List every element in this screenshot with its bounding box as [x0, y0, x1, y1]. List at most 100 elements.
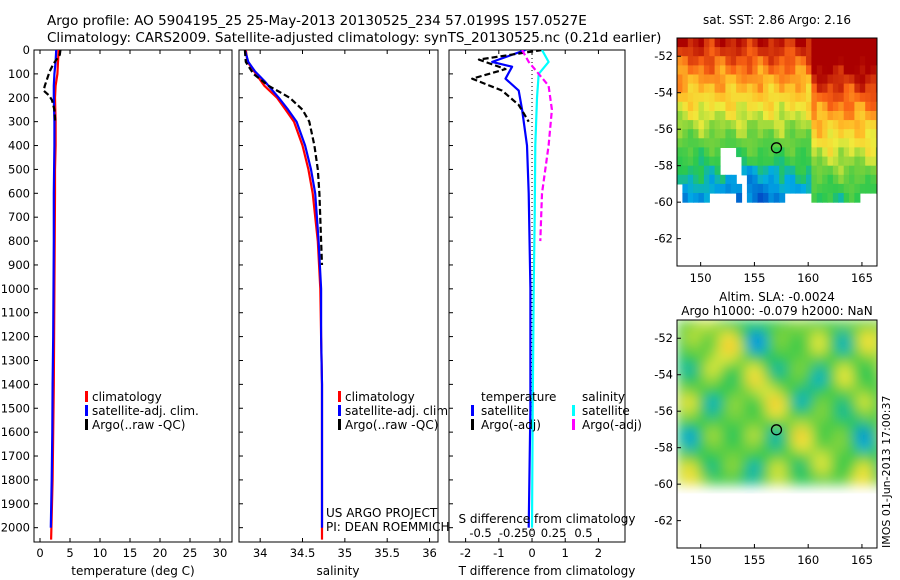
sst-cell — [865, 183, 872, 194]
sst-cell — [682, 83, 689, 94]
sst-cell — [832, 38, 839, 48]
sla-cell — [780, 440, 788, 453]
sla-cell — [851, 352, 859, 365]
sla-cell — [696, 330, 704, 343]
sst-cell — [703, 83, 710, 94]
sla-cell — [851, 385, 859, 398]
sst-cell — [714, 38, 721, 48]
sst-cell — [849, 120, 855, 130]
sla-cell — [677, 451, 685, 463]
sst-cell — [795, 74, 802, 85]
salinity-legend: climatology satellite-adj. clim. Argo(..… — [338, 390, 452, 432]
sst-cell — [795, 56, 802, 66]
sst-cell — [741, 92, 748, 103]
sst-cell — [773, 156, 780, 167]
sst-cell — [832, 92, 839, 103]
sst-cell — [838, 65, 845, 76]
sst-cell — [741, 101, 748, 112]
sla-cell — [806, 363, 814, 376]
sla-cell — [864, 330, 872, 343]
sst-cell — [843, 38, 850, 48]
sla-cell — [799, 473, 807, 485]
sst-cell — [859, 147, 866, 158]
sst-cell — [822, 111, 829, 121]
y-tick-label: 1300 — [1, 353, 30, 367]
sst-cell — [703, 92, 710, 103]
sst-cell — [725, 183, 732, 194]
y-tick-label: 1100 — [1, 306, 30, 320]
sst-cell — [763, 92, 769, 103]
sla-cell — [793, 396, 801, 409]
legend-temperature-title: temperature — [481, 390, 556, 404]
sst-cell — [870, 111, 877, 121]
sst-cell — [768, 74, 775, 85]
sst-cell — [725, 92, 732, 103]
sla-cell — [735, 352, 743, 365]
sst-cell — [816, 138, 823, 148]
sst-map-frame — [676, 37, 878, 267]
sla-cell — [767, 396, 775, 409]
sst-cell — [800, 92, 807, 103]
sla-cell — [870, 352, 877, 365]
sst-cell — [773, 183, 780, 194]
sst-cell — [843, 120, 850, 130]
sst-cell — [773, 129, 780, 139]
sst-cell — [682, 111, 689, 121]
sst-cell — [854, 47, 861, 57]
sst-cell — [741, 147, 748, 158]
series-line-t-argo-adj- — [471, 50, 543, 123]
temperature-x-label: temperature (deg C) — [71, 564, 194, 578]
sst-cell — [677, 129, 683, 139]
sst-cell — [757, 147, 764, 158]
sst-cell — [741, 138, 748, 148]
sla-map-frame — [676, 319, 878, 549]
sla-cell — [709, 451, 717, 463]
sla-cell — [831, 473, 840, 485]
sla-cell — [806, 473, 814, 485]
sst-cell — [763, 183, 769, 194]
sla-cell — [793, 330, 801, 343]
sst-cell — [725, 120, 732, 130]
sla-cell — [857, 451, 865, 463]
sst-cell — [800, 129, 807, 139]
sla-cell — [818, 440, 827, 453]
sla-cell — [786, 473, 794, 485]
sst-cell — [816, 65, 823, 76]
legend-climatology-label: climatology — [345, 390, 415, 404]
sla-cell — [870, 385, 877, 398]
sst-cell — [784, 183, 791, 194]
sla-cell — [702, 363, 711, 376]
sst-cell — [827, 147, 834, 158]
sla-cell — [722, 363, 730, 376]
sst-cell — [811, 101, 818, 112]
sla-cell — [741, 451, 749, 463]
sst-cell — [832, 74, 839, 85]
sst-cell — [806, 147, 812, 158]
legend-satellite-swatch — [338, 405, 341, 416]
sst-cell — [806, 138, 812, 148]
difference-lines — [471, 50, 554, 542]
sst-cell — [854, 101, 861, 112]
sst-cell — [859, 83, 866, 94]
sst-cell — [730, 183, 737, 194]
sla-cell — [728, 385, 736, 398]
sst-cell — [779, 47, 786, 57]
sst-cell — [741, 129, 748, 139]
sst-cell — [693, 83, 700, 94]
sst-cell — [730, 101, 737, 112]
sst-cell — [832, 138, 839, 148]
sst-cell — [779, 138, 786, 148]
sst-cell — [806, 92, 812, 103]
sla-cell — [683, 330, 691, 343]
sst-cell — [870, 120, 877, 130]
sst-cell — [822, 129, 829, 139]
sst-cell — [682, 129, 689, 139]
sst-cell — [875, 183, 877, 194]
sst-cell — [720, 129, 726, 139]
sst-cell — [795, 111, 802, 121]
sla-cell — [702, 451, 711, 463]
sla-cell — [715, 407, 723, 420]
sla-cell — [799, 320, 807, 332]
sst-cell — [682, 38, 689, 48]
sla-cell — [767, 363, 775, 376]
